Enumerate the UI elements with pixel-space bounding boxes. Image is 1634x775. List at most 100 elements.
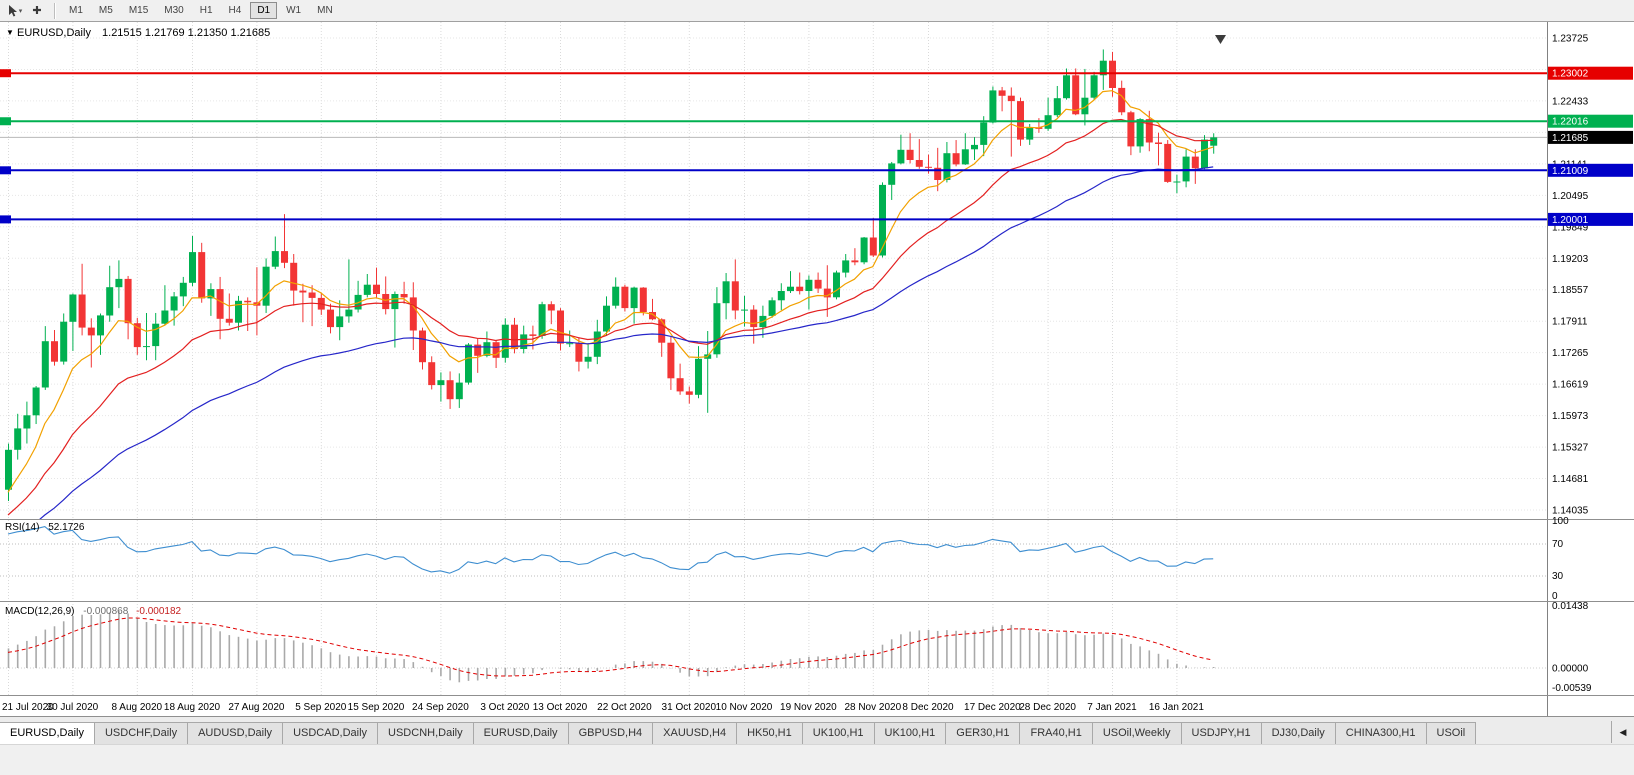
chart-ohlc-values: 1.21515 1.21769 1.21350 1.21685 xyxy=(102,27,271,39)
svg-text:8 Aug 2020: 8 Aug 2020 xyxy=(111,702,162,713)
macd-main-value: -0.000868 xyxy=(83,606,129,617)
svg-text:8 Dec 2020: 8 Dec 2020 xyxy=(902,702,954,713)
svg-text:1.14681: 1.14681 xyxy=(1552,474,1589,485)
tab-scroll-left-icon[interactable]: ◀ xyxy=(1611,721,1634,743)
chart-tab-dj30-daily[interactable]: DJ30,Daily xyxy=(1260,722,1336,744)
toolbar: ▾ ✚ M1 M5 M15 M30 H1 H4 D1 W1 MN xyxy=(0,0,1634,22)
svg-text:100: 100 xyxy=(1552,516,1569,527)
rsi-line xyxy=(7,526,1214,574)
svg-text:27 Aug 2020: 27 Aug 2020 xyxy=(228,702,285,713)
candles xyxy=(5,49,1218,501)
cursor-icon[interactable]: ▾ xyxy=(4,2,26,20)
toolbar-separator xyxy=(54,2,55,19)
chart-tab-china300-h1[interactable]: CHINA300,H1 xyxy=(1334,722,1427,744)
svg-text:3 Oct 2020: 3 Oct 2020 xyxy=(480,702,529,713)
chart-region: 1.237251.224331.211411.204951.198491.192… xyxy=(0,22,1634,716)
timeframe-m1-button[interactable]: M1 xyxy=(62,2,90,19)
svg-text:5 Sep 2020: 5 Sep 2020 xyxy=(295,702,347,713)
chart-tab-gbpusd-h4[interactable]: GBPUSD,H4 xyxy=(567,722,654,744)
chart-tab-eurusd-daily[interactable]: EURUSD,Daily xyxy=(0,722,95,744)
chart-tab-usdjpy-h1[interactable]: USDJPY,H1 xyxy=(1180,722,1262,744)
timeframe-w1-button[interactable]: W1 xyxy=(279,2,308,19)
svg-text:31 Oct 2020: 31 Oct 2020 xyxy=(662,702,717,713)
svg-text:15 Sep 2020: 15 Sep 2020 xyxy=(348,702,405,713)
chart-tab-hk50-h1[interactable]: HK50,H1 xyxy=(736,722,803,744)
svg-text:22 Oct 2020: 22 Oct 2020 xyxy=(597,702,652,713)
moving-averages xyxy=(7,90,1214,519)
grid xyxy=(0,22,1547,695)
timeframe-buttons: M1 M5 M15 M30 H1 H4 D1 W1 MN xyxy=(61,2,341,19)
svg-text:1.22016: 1.22016 xyxy=(1552,117,1589,128)
svg-text:0.01438: 0.01438 xyxy=(1552,601,1589,612)
chart-tab-usdchf-daily[interactable]: USDCHF,Daily xyxy=(93,722,189,744)
svg-text:1.18557: 1.18557 xyxy=(1552,285,1589,296)
timeframe-h1-button[interactable]: H1 xyxy=(193,2,220,19)
svg-text:1.17911: 1.17911 xyxy=(1552,317,1588,328)
chart-tab-fra40-h1[interactable]: FRA40,H1 xyxy=(1019,722,1093,744)
chart-tab-ger30-h1[interactable]: GER30,H1 xyxy=(945,722,1021,744)
svg-text:28 Dec 2020: 28 Dec 2020 xyxy=(1019,702,1076,713)
svg-text:1.19849: 1.19849 xyxy=(1552,222,1589,233)
timeframe-m5-button[interactable]: M5 xyxy=(92,2,120,19)
status-bar xyxy=(0,744,1634,775)
ma-8 xyxy=(7,90,1214,493)
svg-text:0: 0 xyxy=(1552,591,1558,602)
macd-label: MACD(12,26,9) -0.000868 -0.000182 xyxy=(5,606,181,617)
macd-signal-value: -0.000182 xyxy=(136,606,182,617)
svg-text:70: 70 xyxy=(1552,539,1564,550)
chart-tab-eurusd-daily[interactable]: EURUSD,Daily xyxy=(472,722,569,744)
macd-name: MACD(12,26,9) xyxy=(5,606,75,617)
chart-tab-usoil-weekly[interactable]: USOil,Weekly xyxy=(1091,722,1182,744)
macd-histogram xyxy=(7,610,1215,683)
ma-45 xyxy=(39,166,1214,519)
svg-text:28 Nov 2020: 28 Nov 2020 xyxy=(844,702,901,713)
hline-1.22016[interactable] xyxy=(0,117,1547,126)
svg-text:13 Oct 2020: 13 Oct 2020 xyxy=(533,702,588,713)
svg-text:19 Nov 2020: 19 Nov 2020 xyxy=(780,702,837,713)
hline-1.23002[interactable] xyxy=(0,69,1547,78)
svg-text:1.20495: 1.20495 xyxy=(1552,191,1589,202)
svg-text:7 Jan 2021: 7 Jan 2021 xyxy=(1087,702,1137,713)
chart-tab-uk100-h1[interactable]: UK100,H1 xyxy=(801,722,875,744)
rsi-value: 52.1726 xyxy=(48,522,85,533)
svg-text:1.15327: 1.15327 xyxy=(1552,443,1589,454)
svg-text:1.14035: 1.14035 xyxy=(1552,506,1589,517)
hline-1.21009[interactable] xyxy=(0,166,1547,175)
chart-tabs: EURUSD,Daily USDCHF,Daily AUDUSD,Daily USDC… xyxy=(0,722,1477,744)
chart-tab-audusd-daily[interactable]: AUDUSD,Daily xyxy=(187,722,284,744)
svg-text:21 Jul 2020: 21 Jul 2020 xyxy=(2,702,54,713)
svg-text:1.17265: 1.17265 xyxy=(1552,348,1589,359)
timeframe-m30-button[interactable]: M30 xyxy=(157,2,190,19)
chart-symbol-period: EURUSD,Daily xyxy=(16,27,91,39)
timeframe-m15-button[interactable]: M15 xyxy=(122,2,155,19)
chart-tab-xauusd-h4[interactable]: XAUUSD,H4 xyxy=(652,722,738,744)
chart-tab-bar: EURUSD,Daily USDCHF,Daily AUDUSD,Daily USDC… xyxy=(0,716,1634,744)
hline-1.20001[interactable] xyxy=(0,215,1547,224)
svg-text:1.15973: 1.15973 xyxy=(1552,411,1589,422)
crosshair-icon[interactable]: ✚ xyxy=(32,5,42,17)
svg-text:1.21009: 1.21009 xyxy=(1552,166,1589,177)
chart-title: ▼ EURUSD,Daily 1.21515 1.21769 1.21350 1… xyxy=(6,27,270,39)
chart-tab-usdcnh-daily[interactable]: USDCNH,Daily xyxy=(377,722,474,744)
chart-title-marker-icon: ▼ xyxy=(6,28,14,37)
svg-text:30: 30 xyxy=(1552,571,1564,582)
svg-text:10 Nov 2020: 10 Nov 2020 xyxy=(716,702,773,713)
ma-20 xyxy=(7,118,1214,516)
chart-tab-uk100-h1[interactable]: UK100,H1 xyxy=(873,722,947,744)
timeframe-d1-button[interactable]: D1 xyxy=(250,2,278,19)
svg-text:1.23725: 1.23725 xyxy=(1552,34,1589,45)
chart-tab-usdcad-daily[interactable]: USDCAD,Daily xyxy=(282,722,379,744)
rsi-name: RSI(14) xyxy=(5,522,40,533)
svg-text:16 Jan 2021: 16 Jan 2021 xyxy=(1149,702,1204,713)
svg-text:17 Dec 2020: 17 Dec 2020 xyxy=(964,702,1021,713)
timeframe-mn-button[interactable]: MN xyxy=(310,2,340,19)
svg-text:1.20001: 1.20001 xyxy=(1552,215,1589,226)
price-chart[interactable]: 1.237251.224331.211411.204951.198491.192… xyxy=(0,22,1634,716)
rsi-label: RSI(14) 52.1726 xyxy=(5,522,84,533)
svg-text:18 Aug 2020: 18 Aug 2020 xyxy=(164,702,221,713)
timeframe-h4-button[interactable]: H4 xyxy=(222,2,249,19)
chart-tab-usoil[interactable]: USOil xyxy=(1425,722,1477,744)
shift-marker-icon xyxy=(1215,35,1226,44)
svg-text:1.22433: 1.22433 xyxy=(1552,96,1589,107)
